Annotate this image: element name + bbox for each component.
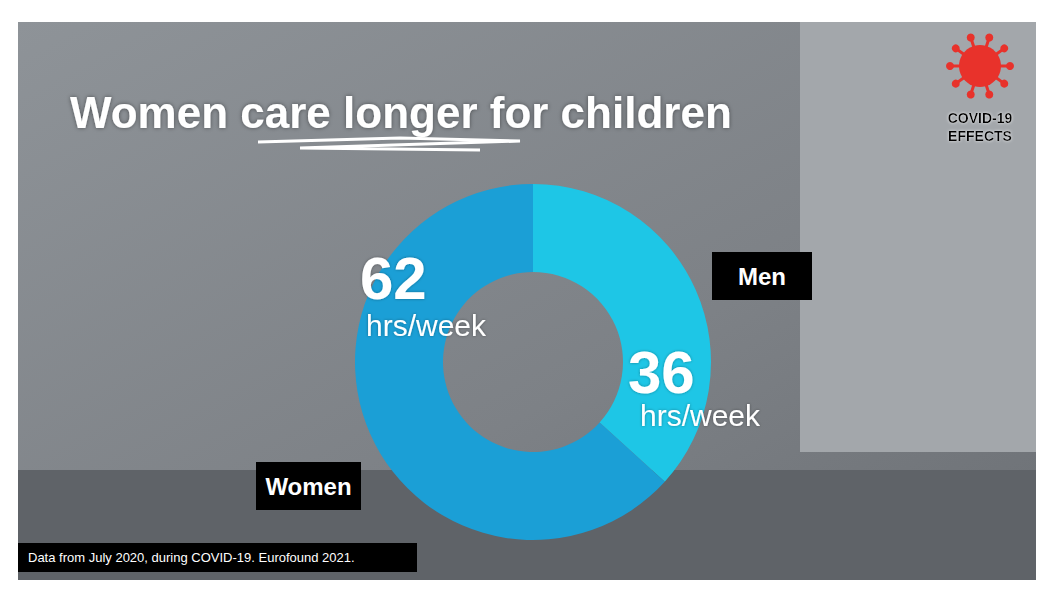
svg-text:36: 36 [628,339,695,406]
svg-text:hrs/week: hrs/week [366,309,487,342]
svg-text:Men: Men [738,263,786,290]
svg-text:hrs/week: hrs/week [640,399,761,432]
svg-text:Women: Women [265,473,351,500]
svg-text:62: 62 [360,245,427,312]
svg-text:Data from July 2020, during CO: Data from July 2020, during COVID-19. Eu… [28,550,355,565]
svg-text:EFFECTS: EFFECTS [948,128,1012,144]
svg-text:COVID-19: COVID-19 [948,110,1013,126]
svg-text:Women care longer for children: Women care longer for children [70,88,732,137]
